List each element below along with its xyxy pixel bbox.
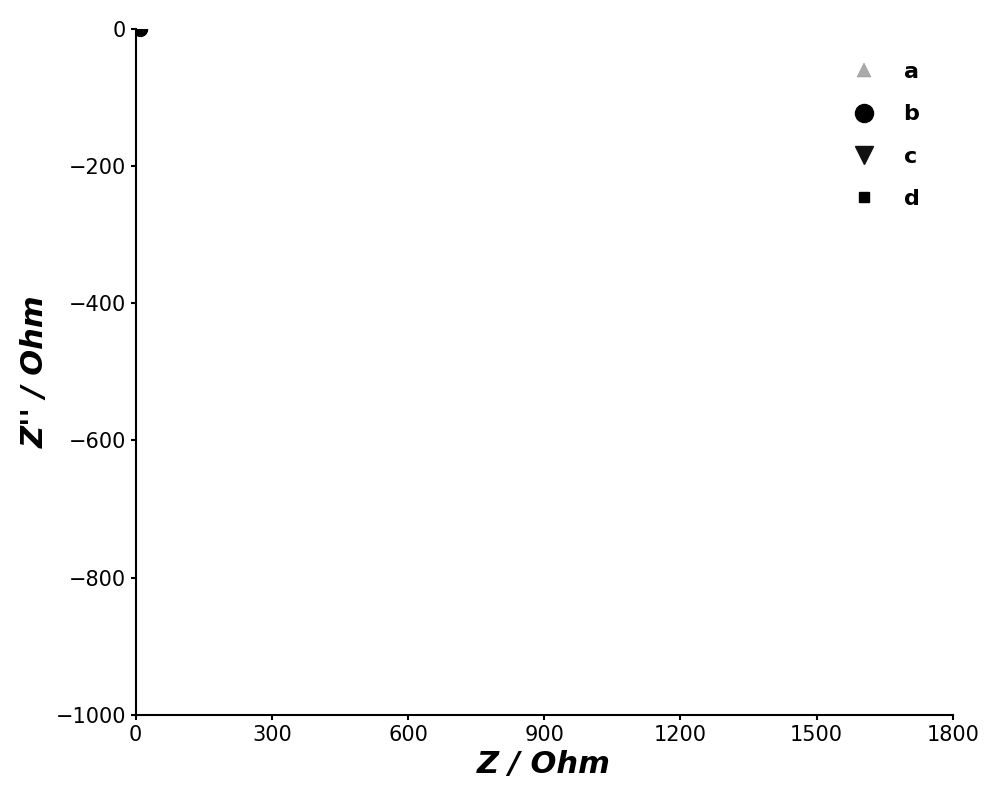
Line: c: c: [133, 0, 417, 35]
b: [134, 24, 146, 34]
b: [134, 24, 146, 34]
Line: a: a: [132, 0, 492, 34]
b: [134, 5, 146, 14]
X-axis label: Z / Ohm: Z / Ohm: [477, 750, 611, 779]
a: [132, 22, 144, 32]
b: [134, 18, 146, 28]
a: [132, 24, 144, 34]
d: [131, 24, 143, 34]
Legend: a, b, c, d: a, b, c, d: [819, 40, 942, 231]
d: [131, 24, 143, 34]
b: [134, 22, 146, 32]
c: [134, 22, 146, 32]
d: [131, 22, 143, 32]
a: [132, 24, 144, 34]
c: [134, 23, 146, 33]
d: [131, 24, 143, 34]
a: [132, 24, 144, 34]
c: [134, 14, 146, 24]
c: [134, 22, 146, 31]
b: [134, 14, 146, 23]
d: [131, 24, 143, 34]
c: [134, 6, 146, 15]
Line: d: d: [133, 0, 445, 33]
c: [134, 24, 146, 34]
Line: b: b: [133, 0, 431, 35]
b: [134, 23, 146, 33]
Y-axis label: Z'' / Ohm: Z'' / Ohm: [21, 295, 50, 448]
c: [134, 24, 146, 34]
b: [134, 22, 146, 31]
c: [134, 19, 146, 29]
a: [132, 24, 144, 34]
